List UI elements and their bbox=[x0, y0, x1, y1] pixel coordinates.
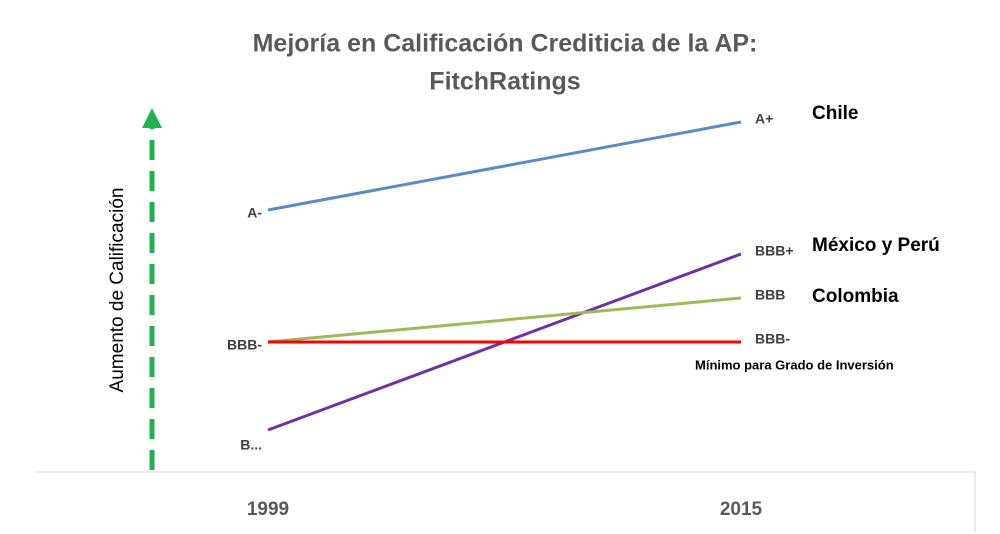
chart-title: FitchRatings bbox=[429, 68, 580, 96]
chart-title: Mejoría en Calificación Crediticia de la… bbox=[253, 30, 758, 58]
legend-label: México y Perú bbox=[812, 235, 940, 256]
legend-label: Chile bbox=[812, 103, 858, 124]
data-label: A+ bbox=[755, 111, 773, 127]
legend-label: Mínimo para Grado de Inversión bbox=[695, 357, 894, 372]
arrow-head bbox=[142, 108, 162, 128]
data-label: BBB+ bbox=[755, 243, 794, 259]
x-tick-label: 2015 bbox=[720, 499, 763, 520]
data-label: BBB bbox=[755, 287, 785, 303]
data-label: BBB- bbox=[755, 331, 790, 347]
data-label: A- bbox=[247, 205, 262, 221]
data-label: B... bbox=[240, 437, 262, 453]
annotation: Aumento de Calificación bbox=[107, 188, 128, 393]
x-tick-label: 1999 bbox=[247, 499, 289, 520]
series-line bbox=[267, 296, 742, 344]
data-label: BBB- bbox=[227, 337, 262, 353]
series-line bbox=[267, 120, 742, 212]
legend-label: Colombia bbox=[812, 286, 899, 307]
